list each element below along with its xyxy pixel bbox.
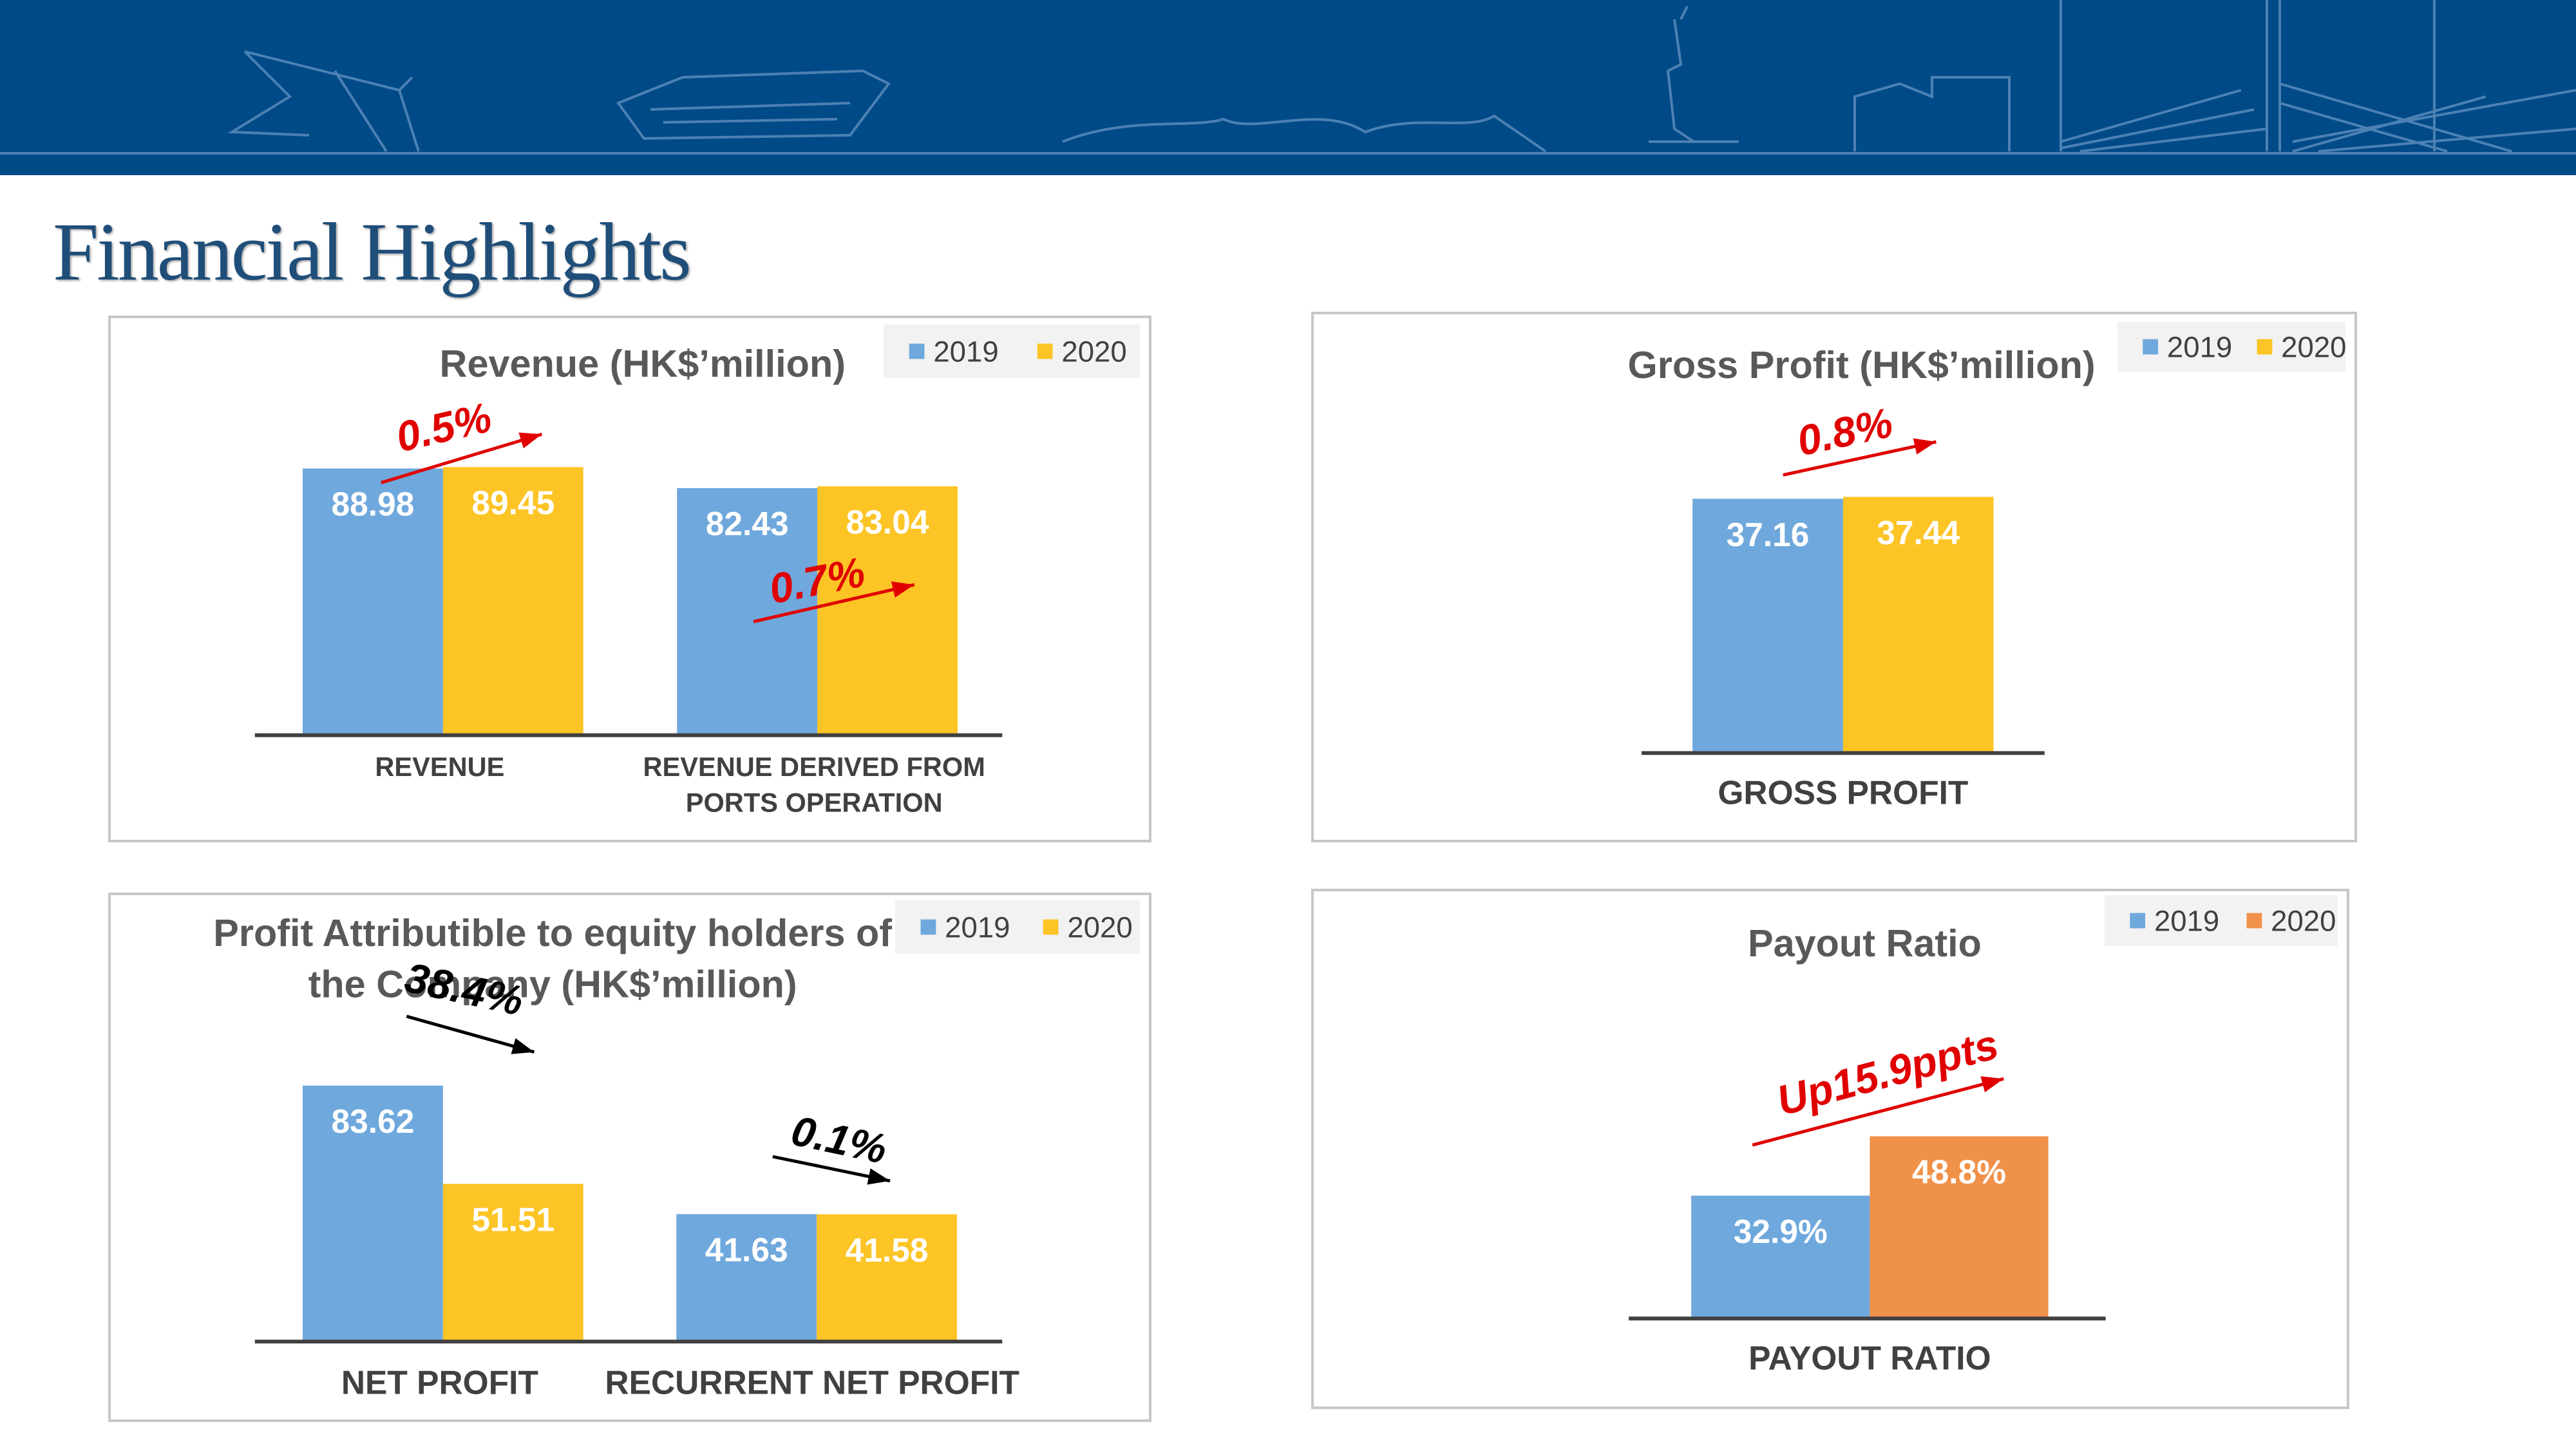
change-arrow-head xyxy=(867,1168,891,1185)
change-arrow-line xyxy=(753,583,915,623)
change-arrow-head xyxy=(891,581,914,598)
data-label: 51.51 xyxy=(471,1201,554,1238)
bar-2019-1 xyxy=(302,1085,443,1342)
data-label: 37.44 xyxy=(1877,514,1960,551)
page-title: Financial Highlights xyxy=(53,206,692,298)
revenue-chart: Revenue (HK$’million) 2019 2020 88.98 89.45 R… xyxy=(254,324,1141,817)
chart-title-line: Profit Attributible to equity holders of xyxy=(213,911,892,954)
data-label: 88.98 xyxy=(332,486,415,523)
legend-swatch-2019 xyxy=(920,919,936,935)
gross-profit-chart: Gross Profit (HK$’million) 2019 2020 37.16 3… xyxy=(1628,321,2347,811)
legend-label-2020: 2020 xyxy=(1067,911,1132,943)
profit-attributable-chart-panel: Profit Attributible to equity holders of… xyxy=(108,893,1151,1422)
legend-swatch-2020 xyxy=(2246,913,2262,929)
bar-2020-1 xyxy=(1842,497,1994,753)
category-label: PAYOUT RATIO xyxy=(1748,1340,1991,1377)
change-arrow-line xyxy=(381,432,543,484)
data-label: 83.62 xyxy=(332,1103,415,1140)
legend-label-2020: 2020 xyxy=(2281,330,2346,363)
change-arrow-line xyxy=(1752,1077,2004,1147)
change-arrow-line xyxy=(406,1014,535,1054)
legend-label-2019: 2019 xyxy=(2167,330,2232,363)
data-label: 89.45 xyxy=(471,484,554,522)
legend-swatch-2019 xyxy=(2130,913,2146,929)
gross-profit-chart-panel: Gross Profit (HK$’million) 2019 2020 37.16 3… xyxy=(1311,312,2357,842)
change-arrow-head xyxy=(1980,1076,2004,1093)
payout-ratio-chart: Payout Ratio 2019 2020 32.9% 48.8% PAYOUT RAT… xyxy=(1629,895,2338,1377)
header-banner xyxy=(0,0,2576,175)
category-label: RECURRENT NET PROFIT xyxy=(605,1363,1019,1401)
bar-2020-2 xyxy=(817,486,958,735)
chart-title-line: the Company (HK$’million) xyxy=(308,962,797,1005)
profit-attributable-chart: Profit Attributible to equity holders of… xyxy=(213,900,1141,1401)
bar-2020-1 xyxy=(442,1184,583,1342)
category-label: GROSS PROFIT xyxy=(1718,774,1968,811)
data-label: 48.8% xyxy=(1912,1153,2006,1191)
change-arrow-head xyxy=(1913,438,1937,455)
bar-2020-1 xyxy=(442,467,583,735)
chart-title: Payout Ratio xyxy=(1748,922,1982,965)
bar-2019-1 xyxy=(1691,1195,1870,1319)
legend-label-2019: 2019 xyxy=(945,911,1010,943)
legend-box xyxy=(884,324,1141,379)
category-label: REVENUE DERIVED FROM xyxy=(643,752,985,782)
change-arrow-head xyxy=(518,432,542,449)
bar-2020-2 xyxy=(817,1214,958,1342)
chart-title: Revenue (HK$’million) xyxy=(440,342,846,385)
banner-line-art xyxy=(0,0,2576,155)
change-arrow-line xyxy=(1783,440,1937,477)
data-label: 41.63 xyxy=(705,1231,788,1269)
data-label: 41.58 xyxy=(846,1231,929,1269)
legend-swatch-2020 xyxy=(1037,343,1053,359)
chart-title: Gross Profit (HK$’million) xyxy=(1628,343,2096,386)
banner-background xyxy=(0,0,2576,175)
payout-ratio-chart-panel: Payout Ratio 2019 2020 32.9% 48.8% PAYOUT RAT… xyxy=(1311,889,2349,1409)
change-arrow-head xyxy=(511,1038,535,1054)
legend-swatch-2019 xyxy=(2143,339,2159,355)
legend-label-2020: 2020 xyxy=(1061,335,1126,368)
bar-2020-1 xyxy=(1870,1136,2049,1319)
legend-label-2020: 2020 xyxy=(2271,904,2336,937)
data-label: 83.04 xyxy=(846,503,929,540)
revenue-chart-panel: Revenue (HK$’million) 2019 2020 88.98 89.45 R… xyxy=(108,316,1151,842)
legend-swatch-2020 xyxy=(1043,919,1059,935)
data-label: 37.16 xyxy=(1727,516,1810,553)
data-label: 82.43 xyxy=(706,505,789,542)
legend-label-2019: 2019 xyxy=(933,335,998,368)
category-label: PORTS OPERATION xyxy=(686,787,943,817)
change-annotation: 0.5% xyxy=(392,393,496,461)
category-label: REVENUE xyxy=(375,752,504,782)
data-label: 32.9% xyxy=(1734,1213,1828,1250)
legend-swatch-2020 xyxy=(2257,339,2273,355)
bar-2019-1 xyxy=(1692,498,1843,753)
legend-swatch-2019 xyxy=(909,343,925,359)
bar-2019-1 xyxy=(303,468,443,735)
bar-2019-2 xyxy=(676,1214,817,1342)
category-label: NET PROFIT xyxy=(341,1363,538,1401)
legend-label-2019: 2019 xyxy=(2154,904,2219,937)
